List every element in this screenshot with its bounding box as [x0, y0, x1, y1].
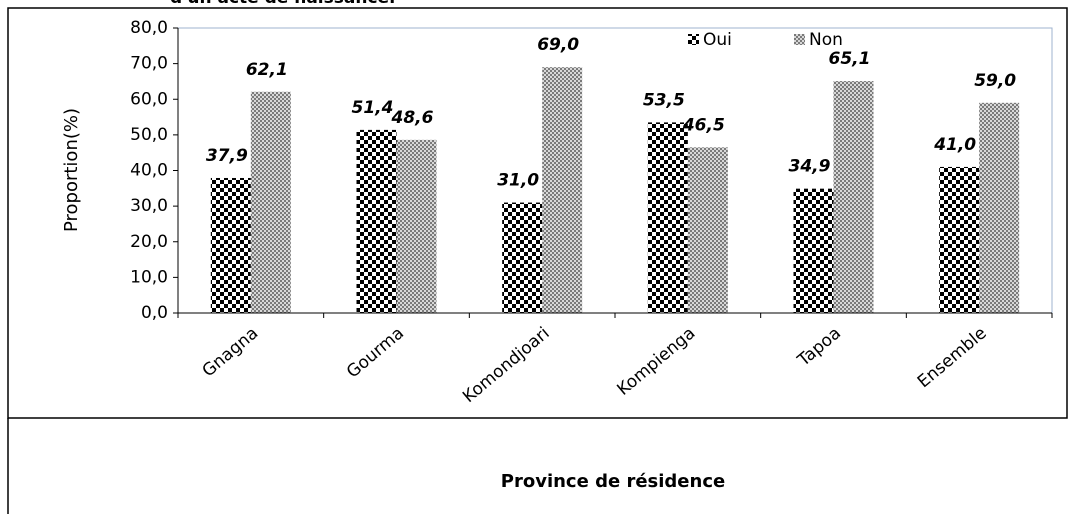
value-label: 51,4	[352, 98, 394, 118]
bar	[793, 188, 834, 313]
legend-label: Oui	[703, 30, 732, 50]
x-tick-label: Kompienga	[613, 323, 699, 400]
x-tick-label: Tapoa	[793, 323, 845, 371]
bar	[396, 139, 437, 313]
x-axis-title: Province de résidence	[501, 471, 725, 492]
value-label: 34,9	[789, 157, 831, 177]
value-label: 69,0	[537, 35, 579, 55]
y-tick-label: 60,0	[130, 89, 168, 109]
bar	[939, 166, 980, 313]
y-tick-label: 50,0	[130, 125, 168, 145]
x-tick-label: Gnagna	[199, 323, 263, 381]
x-tick-label: Komondjoari	[459, 323, 553, 407]
bar	[833, 81, 874, 313]
y-tick-label: 0,0	[141, 303, 168, 323]
y-tick-label: 30,0	[130, 196, 168, 216]
x-tick-label: Ensemble	[914, 323, 991, 392]
y-axis-title: Proportion(%)	[61, 108, 82, 232]
plot-frame	[177, 27, 1053, 314]
bar	[647, 122, 688, 313]
x-tick-label: Gourma	[343, 323, 408, 382]
bar	[687, 147, 728, 313]
y-tick-label: 80,0	[130, 18, 168, 38]
y-tick-label: 10,0	[130, 267, 168, 287]
value-label: 65,1	[829, 49, 871, 69]
value-label: 53,5	[643, 90, 685, 110]
bar	[356, 129, 397, 313]
bar	[250, 91, 291, 313]
y-tick-label: 20,0	[130, 232, 168, 252]
value-label: 31,0	[497, 171, 539, 191]
bar	[502, 202, 543, 313]
value-label: 37,9	[206, 146, 248, 166]
legend-label: Non	[809, 30, 843, 50]
bar	[979, 102, 1020, 313]
y-tick-label: 40,0	[130, 161, 168, 181]
bar	[210, 177, 251, 313]
y-tick-label: 70,0	[130, 54, 168, 74]
legend-swatch	[688, 34, 699, 45]
bar	[542, 67, 583, 313]
value-label: 59,0	[974, 71, 1016, 91]
value-label: 48,6	[391, 108, 434, 128]
value-label: 62,1	[246, 60, 288, 80]
value-label: 46,5	[682, 115, 725, 135]
chart-frame	[7, 7, 1068, 419]
legend-swatch	[794, 34, 805, 45]
value-label: 41,0	[933, 135, 976, 155]
chart-title: d'un acte de naissance.	[170, 0, 396, 8]
